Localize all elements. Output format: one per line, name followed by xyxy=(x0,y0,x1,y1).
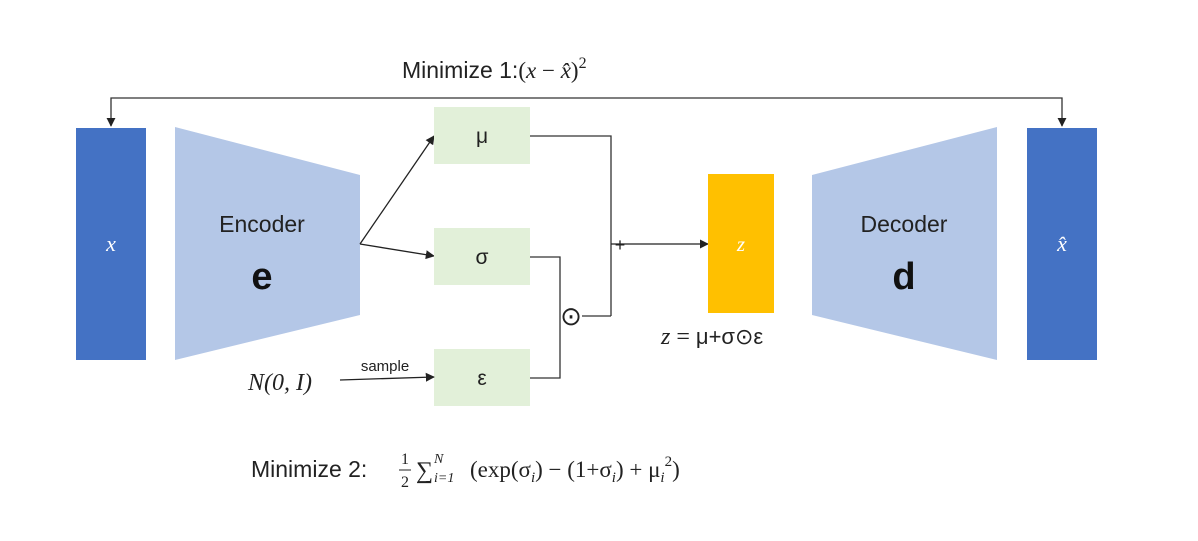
kl-frac-denominator: 2 xyxy=(401,474,409,491)
kl-frac-numerator: 1 xyxy=(401,451,409,468)
decoder-title: Decoder xyxy=(861,211,948,237)
kl-sum-symbol: ∑ xyxy=(416,458,433,484)
mu-connector xyxy=(530,135,612,316)
encoder-symbol: e xyxy=(251,256,272,298)
plus-operator: + xyxy=(615,235,626,255)
sample-arrow xyxy=(339,372,435,382)
kl-loss-prefix: Minimize 2: xyxy=(251,456,367,482)
reconstruction-loss: Minimize 1:(x − x̂)2 xyxy=(402,55,587,83)
kl-sum-upper: N xyxy=(433,452,444,467)
input-block xyxy=(76,128,146,360)
output-block xyxy=(1027,128,1097,360)
decoder-block xyxy=(812,127,997,360)
kl-sum-lower: i=1 xyxy=(434,471,454,486)
input-label: x xyxy=(105,231,116,256)
mu-label: μ xyxy=(476,125,488,148)
output-label: x̂ xyxy=(1056,231,1067,256)
encoder-to-mu-arrow xyxy=(359,135,435,245)
kl-loss-body: (exp(σi) − (1+σi) + μi2) xyxy=(470,454,680,486)
sigma-connector xyxy=(530,256,561,316)
encoder-to-sigma-arrow xyxy=(359,243,435,260)
epsilon-connector xyxy=(530,316,561,379)
latent-z-block xyxy=(708,174,774,313)
decoder-symbol: d xyxy=(892,256,915,298)
encoder-title: Encoder xyxy=(219,211,305,237)
encoder-block xyxy=(175,127,360,360)
reconstruction-bracket xyxy=(106,97,1067,127)
mu-box xyxy=(434,107,530,164)
sigma-label: σ xyxy=(476,246,489,269)
noise-source: N(0, I) xyxy=(247,370,312,396)
epsilon-label: ε xyxy=(477,367,486,390)
sample-label: sample xyxy=(361,358,409,375)
reparam-equation: z = μ+σ⊙ε xyxy=(660,324,763,350)
odot-operator: ⊙ xyxy=(560,301,582,331)
epsilon-box xyxy=(434,349,530,406)
latent-z-label: z xyxy=(736,232,745,256)
sigma-box xyxy=(434,228,530,285)
